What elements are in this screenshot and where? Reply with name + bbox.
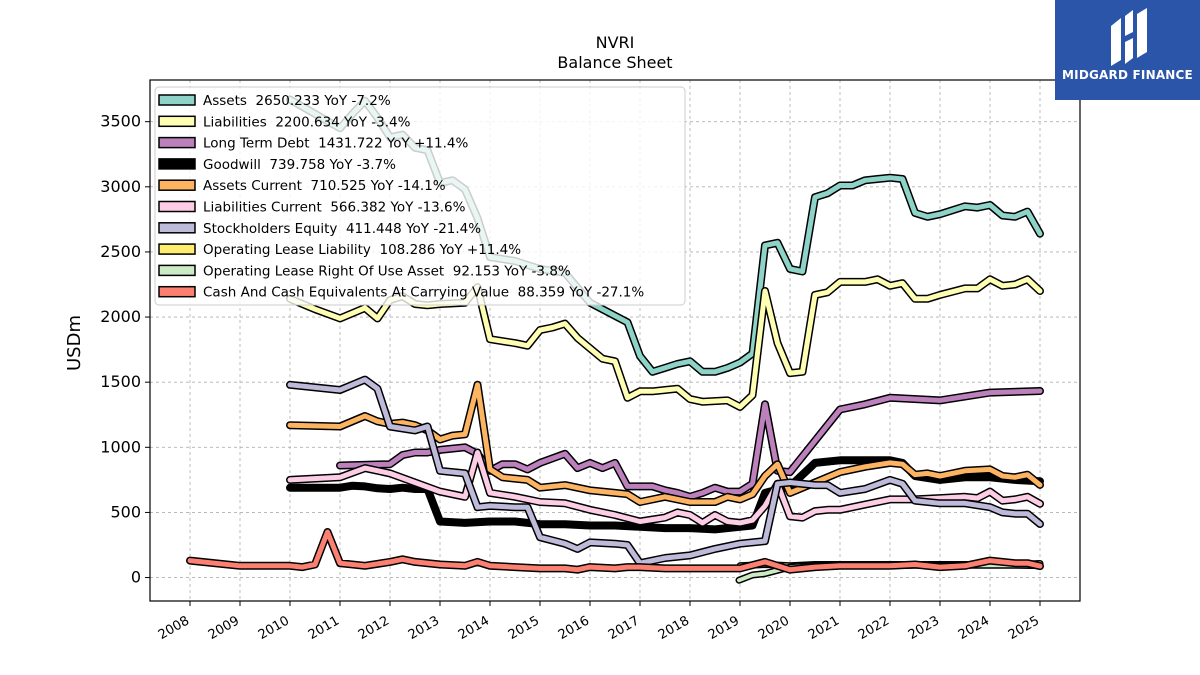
legend-entry: Operating Lease Liability 108.286 YoY +1… [203, 242, 521, 258]
x-tick-label: 2013 [406, 613, 442, 643]
y-axis-label: USDm [64, 315, 85, 371]
x-tick-label: 2009 [206, 613, 242, 643]
legend-entry: Liabilities Current 566.382 YoY -13.6% [203, 200, 466, 216]
legend-entry: Assets 2650.233 YoY -7.2% [203, 93, 391, 109]
x-tick-label: 2018 [656, 613, 692, 643]
legend-entry: Cash And Cash Equivalents At Carrying Va… [203, 285, 644, 301]
x-tick-label: 2023 [906, 613, 942, 643]
y-tick-label: 500 [110, 502, 141, 521]
legend-entry: Goodwill 739.758 YoY -3.7% [203, 157, 396, 173]
plot-frame [149, 79, 1081, 602]
series-cash-and-cash-equivalents-at-carrying-value [186, 528, 1044, 574]
series-line [287, 450, 1043, 526]
series-long-term-debt [336, 387, 1044, 501]
legend-swatch [158, 222, 196, 234]
x-tick-label: 2015 [506, 613, 542, 643]
y-tick-label: 2000 [100, 307, 141, 326]
x-tick-label: 2024 [956, 613, 992, 643]
x-tick-label: 2016 [556, 613, 592, 643]
x-tick-label: 2011 [306, 613, 342, 643]
x-tick-label: 2019 [706, 613, 742, 643]
y-tick-label: 1500 [100, 372, 141, 391]
x-tick-label: 2017 [606, 613, 642, 643]
legend-swatch [158, 94, 196, 106]
legend: Assets 2650.233 YoY -7.2% Liabilities 220… [154, 86, 686, 306]
y-tick-label: 3500 [100, 112, 141, 131]
legend-entry: Liabilities 2200.634 YoY -3.4% [203, 114, 411, 130]
brand-logo-icon [1111, 8, 1147, 66]
x-tick-label: 2008 [156, 613, 192, 643]
x-tick-label: 2010 [256, 613, 292, 643]
brand-badge: MIDGARD FINANCE [1055, 0, 1200, 100]
legend-entry: Long Term Debt 1431.722 YoY +11.4% [203, 136, 468, 152]
x-tick-label: 2021 [806, 613, 842, 643]
y-tick-label: 2500 [100, 242, 141, 261]
series-liabilities-current [286, 448, 1044, 527]
brand-name: MIDGARD FINANCE [1062, 68, 1193, 82]
x-tick-label: 2022 [856, 613, 892, 643]
legend-entry: Assets Current 710.525 YoY -14.1% [203, 178, 446, 194]
series-line [337, 388, 1043, 500]
legend-entry: Operating Lease Right Of Use Asset 92.15… [203, 263, 571, 279]
chart-title: NVRI [596, 33, 635, 52]
x-tick-label: 2020 [756, 613, 792, 643]
legend-swatch [158, 264, 196, 277]
legend-swatch [158, 158, 196, 170]
chart-subtitle: Balance Sheet [557, 53, 672, 72]
series-line [287, 377, 1043, 566]
legend-swatch [158, 285, 196, 298]
series-stockholders-equity [286, 375, 1044, 568]
y-tick-label: 3000 [100, 177, 141, 196]
legend-swatch [158, 115, 196, 128]
series-line [187, 529, 1043, 573]
x-tick-label: 2014 [456, 613, 492, 643]
x-tick-label: 2025 [1006, 613, 1042, 643]
y-tick-label: 1000 [100, 437, 141, 456]
y-tick-label: 0 [131, 568, 141, 587]
legend-swatch [158, 200, 196, 213]
legend-swatch [158, 243, 196, 255]
legend-swatch [158, 136, 196, 149]
legend-box [154, 86, 686, 306]
legend-swatch [158, 179, 196, 191]
legend-entry: Stockholders Equity 411.448 YoY -21.4% [203, 221, 481, 237]
x-tick-label: 2012 [356, 613, 392, 643]
